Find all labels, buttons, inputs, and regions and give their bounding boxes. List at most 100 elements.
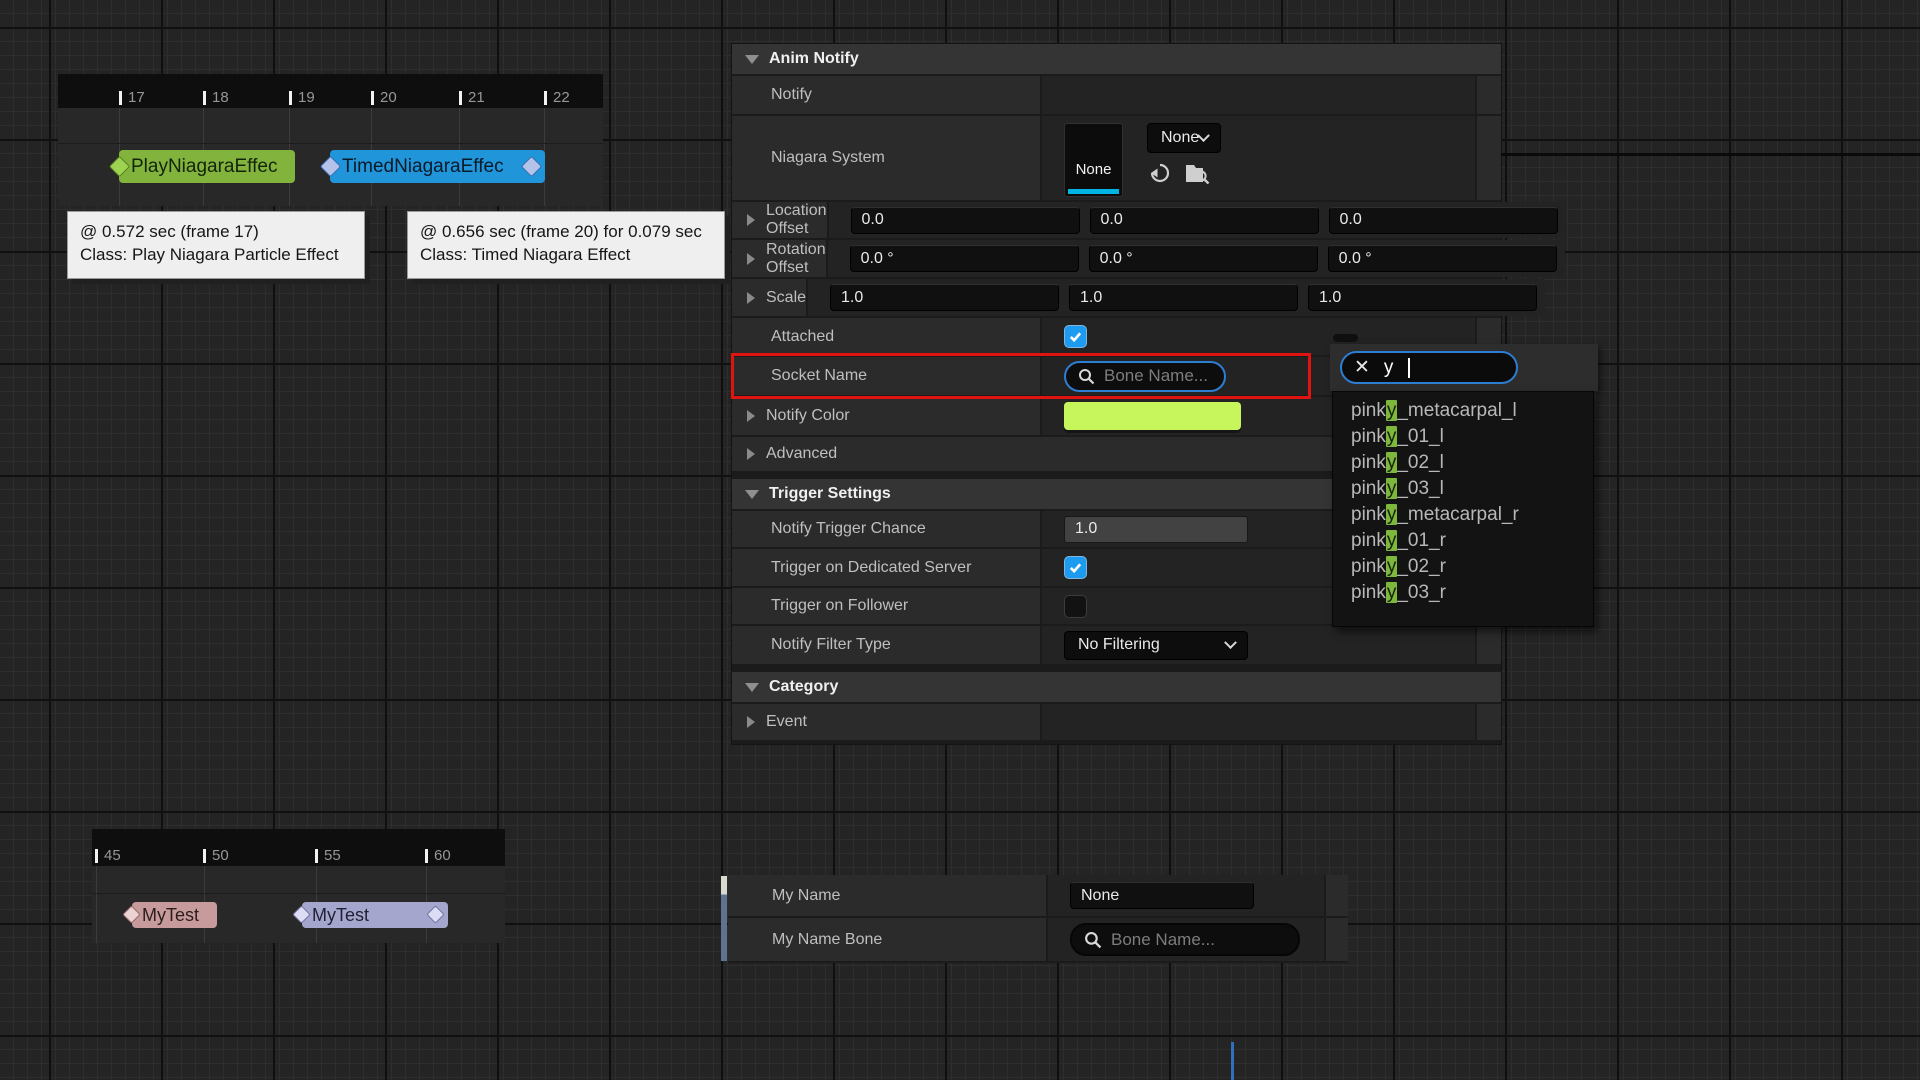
- collapse-arrow-icon[interactable]: [745, 682, 759, 692]
- row-label: Notify: [771, 86, 812, 103]
- tooltip-time: @ 0.656 sec (frame 20) for 0.079 sec: [420, 222, 702, 241]
- bone-name-pre: pink: [1351, 478, 1386, 499]
- browse-to-asset-icon[interactable]: [1185, 163, 1210, 184]
- bone-name-match: y: [1385, 556, 1398, 577]
- niagara-asset-dropdown[interactable]: None: [1147, 123, 1222, 153]
- my-name-field[interactable]: [1070, 882, 1254, 909]
- location-y-field[interactable]: [1089, 206, 1319, 234]
- row-label: Location Offset: [766, 202, 827, 237]
- bone-name-post: _03_r: [1397, 582, 1446, 603]
- frame-tick: 20: [371, 90, 397, 105]
- expander-icon[interactable]: [747, 410, 755, 422]
- bone-list-item[interactable]: pinky_02_l: [1333, 450, 1593, 476]
- tooltip-play-niagara: @ 0.572 sec (frame 17) Class: Play Niaga…: [67, 211, 365, 279]
- popup-grip[interactable]: [1333, 334, 1358, 342]
- bone-name-post: _01_l: [1397, 426, 1444, 447]
- tooltip-timed-niagara: @ 0.656 sec (frame 20) for 0.079 sec Cla…: [407, 211, 725, 279]
- chevron-down-icon: [1197, 128, 1211, 142]
- notify-lane[interactable]: MyTest MyTest: [92, 866, 505, 943]
- location-x-field[interactable]: [850, 206, 1080, 234]
- rotation-z-field[interactable]: [1327, 245, 1557, 272]
- collapse-arrow-icon[interactable]: [745, 54, 759, 64]
- expander-icon[interactable]: [747, 214, 755, 226]
- row-notify: Notify: [732, 76, 1501, 114]
- asset-type-underline: [1068, 189, 1119, 194]
- expander-icon[interactable]: [747, 448, 755, 460]
- frame-tick: 18: [203, 90, 229, 105]
- asset-thumbnail[interactable]: None: [1064, 123, 1123, 197]
- scale-x-field[interactable]: [830, 284, 1060, 311]
- scale-z-field[interactable]: [1308, 284, 1538, 311]
- expander-icon[interactable]: [747, 716, 755, 728]
- chevron-down-icon: [1224, 635, 1237, 649]
- bone-list-item[interactable]: pinky_metacarpal_l: [1333, 398, 1593, 424]
- socket-name-input[interactable]: [1104, 366, 1212, 386]
- expander-icon[interactable]: [747, 252, 755, 265]
- asset-thumb-label: None: [1075, 161, 1112, 178]
- notify-filter-dropdown[interactable]: No Filtering: [1064, 630, 1248, 660]
- search-icon: [1078, 368, 1095, 385]
- my-name-bone-search[interactable]: [1070, 923, 1300, 956]
- notify-play-niagara[interactable]: PlayNiagaraEffec: [108, 150, 295, 183]
- row-label: Trigger on Follower: [771, 597, 909, 614]
- frame-tick: 45: [95, 848, 121, 863]
- timeline-ruler[interactable]: 17 18 19 20 21 22: [58, 74, 603, 108]
- bone-name-match: y: [1385, 400, 1398, 421]
- notify-color-swatch[interactable]: [1064, 402, 1241, 430]
- scale-y-field[interactable]: [1069, 284, 1299, 311]
- row-label: Rotation Offset: [766, 240, 826, 276]
- rotation-x-field[interactable]: [849, 245, 1079, 272]
- bone-search-box[interactable]: ✕ y: [1340, 351, 1518, 384]
- bone-list-item[interactable]: pinky_01_l: [1333, 424, 1593, 450]
- row-label: Niagara System: [771, 149, 885, 166]
- section-title: Anim Notify: [769, 50, 859, 67]
- bone-list-item[interactable]: pinky_03_r: [1333, 580, 1593, 606]
- row-niagara-system: Niagara System None None: [732, 116, 1501, 200]
- notify-diamond-icon[interactable]: [319, 155, 342, 178]
- follower-checkbox[interactable]: [1064, 594, 1087, 618]
- bone-name-pre: pink: [1351, 504, 1386, 525]
- notify-diamond-icon[interactable]: [108, 155, 131, 178]
- rotation-y-field[interactable]: [1088, 245, 1318, 272]
- bone-suggestion-list: pinky_metacarpal_l pinky_01_l pinky_02_l…: [1332, 391, 1594, 627]
- bone-name-pre: pink: [1351, 426, 1386, 447]
- notify-track-bottom: 45 50 55 60 MyTest MyTest: [92, 829, 505, 943]
- search-icon: [1084, 931, 1102, 949]
- timeline-ruler[interactable]: 45 50 55 60: [92, 829, 505, 866]
- row-label: Scale: [766, 288, 807, 306]
- notify-mytest-2[interactable]: MyTest: [292, 902, 448, 928]
- dedicated-server-checkbox[interactable]: [1064, 556, 1087, 579]
- notify-diamond-icon[interactable]: [520, 155, 543, 178]
- bone-list-item[interactable]: pinky_01_r: [1333, 528, 1593, 554]
- notify-lane[interactable]: PlayNiagaraEffec TimedNiagaraEffec: [58, 108, 603, 206]
- my-name-bone-input[interactable]: [1111, 929, 1286, 950]
- notify-track-top: 17 18 19 20 21 22 PlayNiagaraEffec Timed…: [58, 74, 603, 206]
- bone-list-item[interactable]: pinky_02_r: [1333, 554, 1593, 580]
- bone-name-post: _metacarpal_r: [1397, 504, 1519, 525]
- notify-diamond-icon[interactable]: [292, 905, 311, 924]
- notify-timed-niagara[interactable]: TimedNiagaraEffec: [319, 150, 545, 183]
- attached-checkbox[interactable]: [1064, 325, 1087, 348]
- notify-diamond-icon[interactable]: [122, 905, 141, 924]
- bone-list-item[interactable]: pinky_metacarpal_r: [1333, 502, 1593, 528]
- trigger-chance-field[interactable]: [1064, 515, 1248, 543]
- clear-search-icon[interactable]: ✕: [1354, 357, 1370, 378]
- socket-name-search[interactable]: [1064, 360, 1226, 392]
- collapse-arrow-icon[interactable]: [745, 489, 759, 499]
- bone-name-match: y: [1385, 452, 1398, 473]
- bone-name-match: y: [1385, 478, 1398, 499]
- use-selected-asset-icon[interactable]: [1149, 162, 1171, 184]
- bone-search-query[interactable]: y: [1383, 356, 1394, 378]
- notify-diamond-icon[interactable]: [426, 905, 445, 924]
- section-title: Category: [769, 678, 839, 695]
- notify-mytest-1[interactable]: MyTest: [122, 902, 217, 928]
- bone-name-pre: pink: [1351, 452, 1386, 473]
- row-event: Event: [732, 704, 1501, 740]
- location-z-field[interactable]: [1328, 206, 1558, 234]
- section-category[interactable]: Category: [732, 672, 1501, 702]
- expander-icon[interactable]: [747, 291, 755, 304]
- bone-list-item[interactable]: pinky_03_l: [1333, 476, 1593, 502]
- section-anim-notify[interactable]: Anim Notify: [732, 44, 1501, 74]
- selection-edge-line: [1231, 1042, 1234, 1080]
- row-label: Trigger on Dedicated Server: [771, 558, 972, 576]
